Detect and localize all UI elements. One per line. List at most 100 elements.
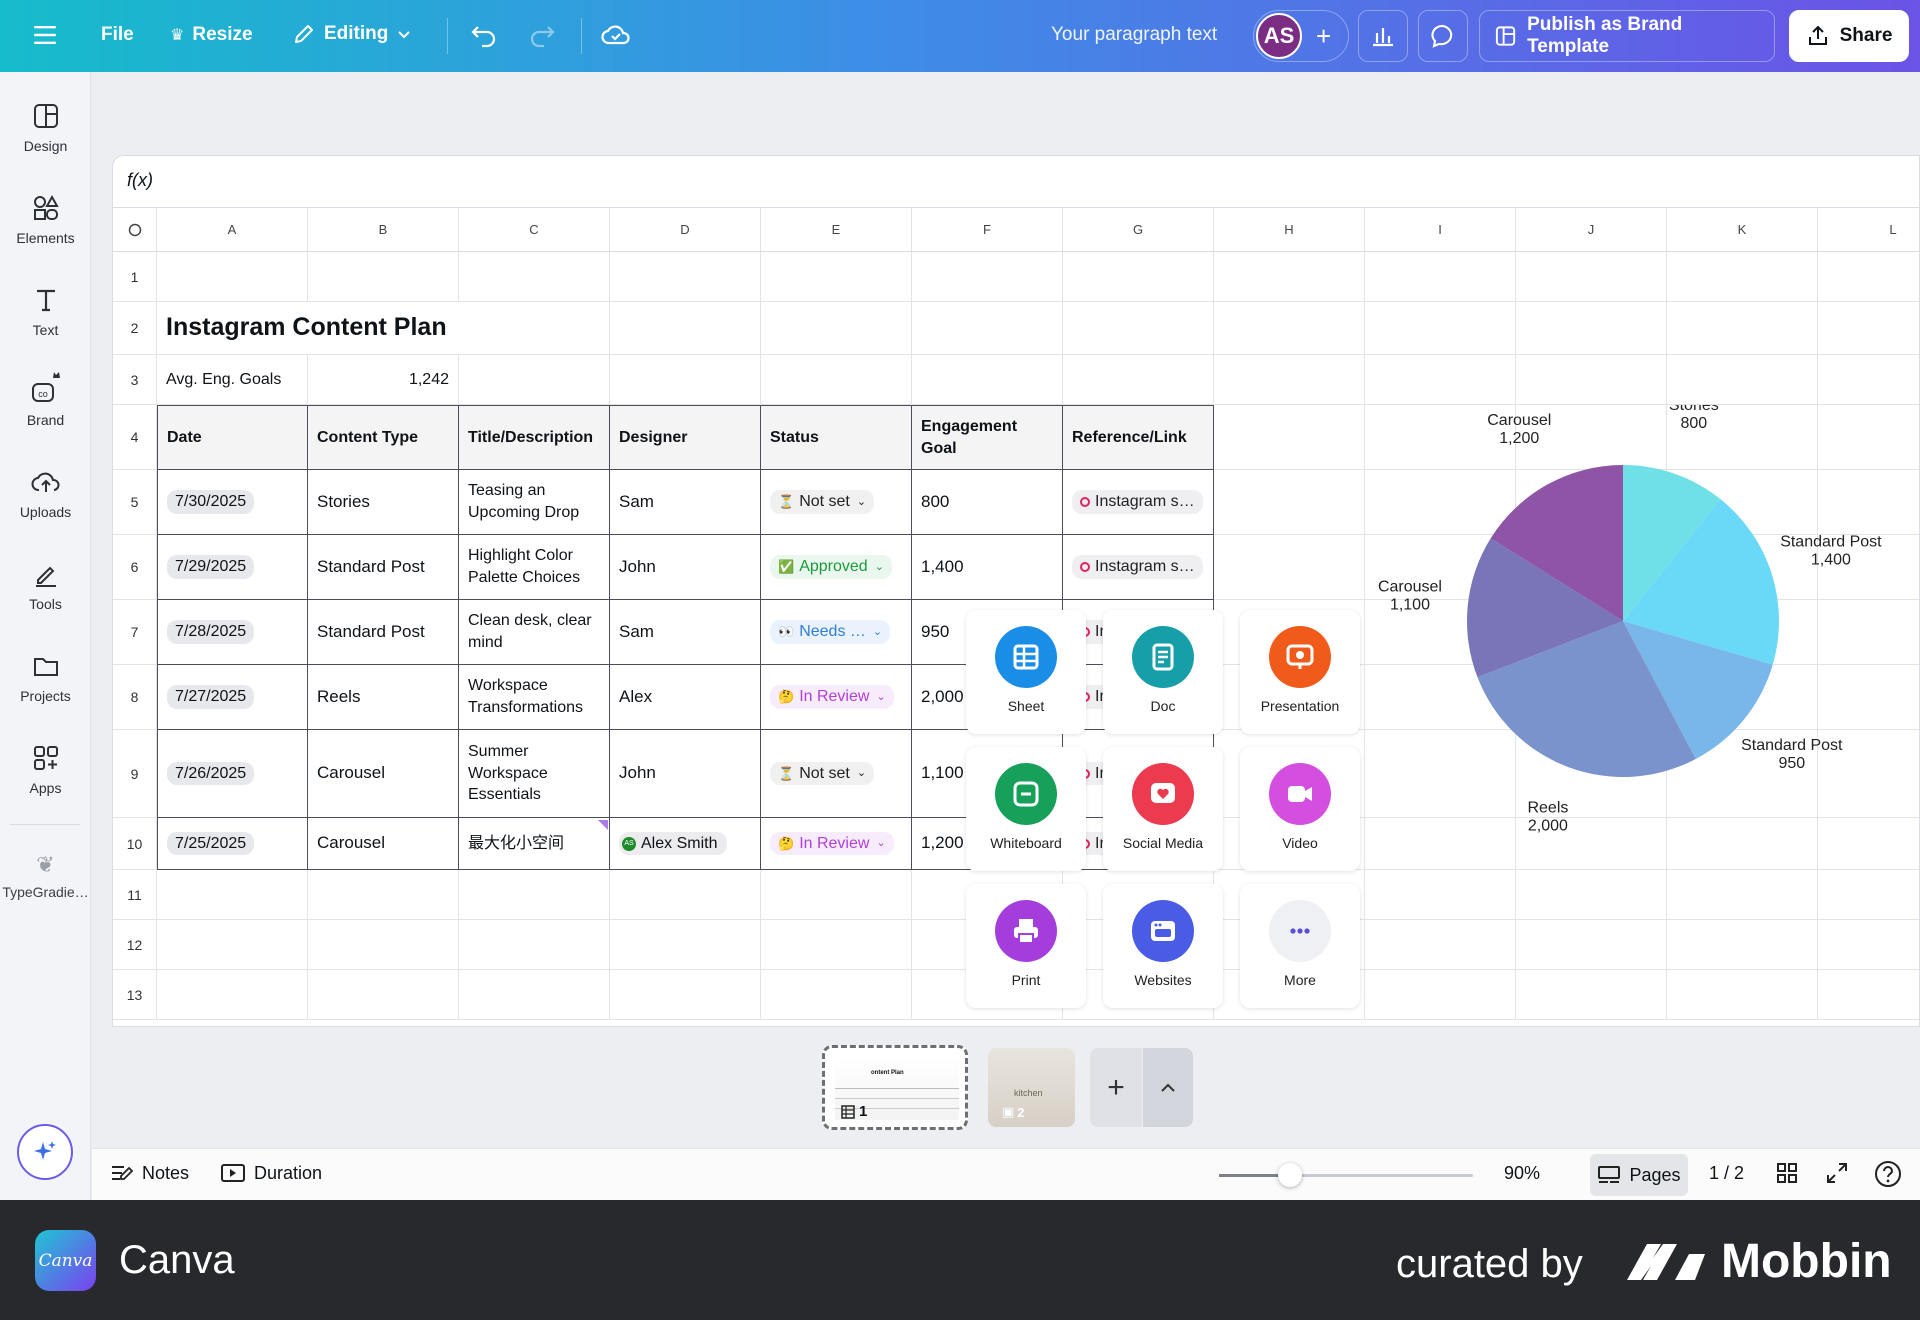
column-header[interactable]: H <box>1214 208 1365 252</box>
select-all-corner[interactable] <box>113 208 157 252</box>
grid-cell[interactable] <box>610 355 761 405</box>
table-cell-date[interactable]: 7/26/2025 <box>157 730 308 818</box>
row-header[interactable]: 8 <box>113 665 157 730</box>
grid-cell[interactable] <box>1818 355 1919 405</box>
document-title[interactable]: Your paragraph text <box>1051 24 1217 46</box>
table-header-cell[interactable]: Engagement Goal <box>912 405 1063 470</box>
duration-button[interactable]: Duration <box>220 1162 322 1184</box>
grid-cell[interactable] <box>1667 870 1818 920</box>
table-header-cell[interactable]: Designer <box>610 405 761 470</box>
table-cell-content-type[interactable]: Stories <box>308 470 459 535</box>
grid-cell[interactable] <box>1365 405 1516 470</box>
grid-cell[interactable] <box>761 252 912 302</box>
row-header[interactable]: 10 <box>113 818 157 870</box>
row-header[interactable]: 3 <box>113 355 157 405</box>
grid-cell[interactable] <box>761 920 912 970</box>
table-header-cell[interactable]: Content Type <box>308 405 459 470</box>
grid-cell[interactable] <box>1818 252 1919 302</box>
grid-cell[interactable] <box>1214 302 1365 355</box>
table-cell-engagement-goal[interactable]: 1,400 <box>912 535 1063 600</box>
zoom-slider-handle[interactable] <box>1278 1163 1303 1187</box>
grid-cell[interactable] <box>1365 870 1516 920</box>
goal-label-cell[interactable]: Avg. Eng. Goals <box>157 355 308 405</box>
grid-cell[interactable] <box>1818 920 1919 970</box>
grid-cell[interactable] <box>1818 730 1919 818</box>
sidebar-item-text[interactable]: Text <box>0 286 91 338</box>
grid-cell[interactable] <box>912 252 1063 302</box>
grid-cell[interactable] <box>1818 870 1919 920</box>
grid-cell[interactable] <box>308 252 459 302</box>
table-cell-designer[interactable]: Alex <box>610 665 761 730</box>
grid-cell[interactable] <box>1818 535 1919 600</box>
sidebar-item-design[interactable]: Design <box>0 102 91 154</box>
column-header[interactable]: K <box>1667 208 1818 252</box>
create-presentation-button[interactable]: Presentation <box>1240 610 1360 734</box>
add-page-button[interactable]: + <box>1090 1048 1142 1127</box>
sidebar-item-tools[interactable]: Tools <box>0 560 91 612</box>
sidebar-item-uploads[interactable]: Uploads <box>0 468 91 520</box>
status-dropdown[interactable]: 🤔 In Review ⌄ <box>770 831 894 856</box>
table-cell-engagement-goal[interactable]: 800 <box>912 470 1063 535</box>
grid-cell[interactable] <box>1214 970 1365 1020</box>
grid-cell[interactable] <box>610 970 761 1020</box>
editing-mode-button[interactable]: Editing <box>292 22 412 46</box>
grid-cell[interactable] <box>1365 920 1516 970</box>
comment-marker-icon[interactable] <box>598 820 608 830</box>
link-chip[interactable]: Instagram s… <box>1072 490 1203 514</box>
table-cell-status[interactable]: ⏳ Not set ⌄ <box>761 730 912 818</box>
grid-cell[interactable] <box>1818 600 1919 665</box>
grid-cell[interactable] <box>1063 355 1214 405</box>
status-dropdown[interactable]: 🤔 In Review ⌄ <box>770 685 894 709</box>
grid-cell[interactable] <box>1818 970 1919 1020</box>
table-cell-designer[interactable]: Sam <box>610 470 761 535</box>
grid-cell[interactable] <box>1516 970 1667 1020</box>
table-cell-title[interactable]: Clean desk, clear mind <box>459 600 610 665</box>
avatar[interactable]: AS <box>1256 13 1302 59</box>
table-cell-date[interactable]: 7/27/2025 <box>157 665 308 730</box>
table-header-cell[interactable]: Status <box>761 405 912 470</box>
grid-cell[interactable] <box>1365 252 1516 302</box>
fullscreen-button[interactable] <box>1825 1161 1849 1190</box>
column-header[interactable]: A <box>157 208 308 252</box>
status-dropdown[interactable]: ✅ Approved ⌄ <box>770 555 892 579</box>
table-cell-status[interactable]: 👀 Needs … ⌄ <box>761 600 912 665</box>
grid-cell[interactable] <box>1667 730 1818 818</box>
grid-cell[interactable] <box>1667 818 1818 870</box>
page-thumbnail-2[interactable]: kitchen ▣ 2 <box>988 1048 1075 1127</box>
file-menu[interactable]: File <box>101 24 134 46</box>
create-doc-button[interactable]: Doc <box>1103 610 1223 734</box>
table-cell-designer[interactable]: AS Alex Smith <box>610 818 761 870</box>
grid-cell[interactable] <box>1214 252 1365 302</box>
table-header-cell[interactable]: Reference/Link <box>1063 405 1214 470</box>
grid-cell[interactable] <box>308 920 459 970</box>
grid-cell[interactable] <box>1667 302 1818 355</box>
goal-value-cell[interactable]: 1,242 <box>308 355 459 405</box>
zoom-slider[interactable] <box>1219 1163 1473 1187</box>
create-video-button[interactable]: Video <box>1240 747 1360 871</box>
grid-cell[interactable] <box>1667 920 1818 970</box>
grid-cell[interactable] <box>1214 405 1365 470</box>
table-cell-content-type[interactable]: Reels <box>308 665 459 730</box>
grid-cell[interactable] <box>1516 920 1667 970</box>
grid-cell[interactable] <box>157 870 308 920</box>
column-header[interactable]: L <box>1818 208 1919 252</box>
grid-cell[interactable] <box>610 252 761 302</box>
help-button[interactable] <box>1874 1160 1902 1193</box>
formula-bar[interactable]: f(x) <box>113 156 1919 208</box>
sidebar-item-apps[interactable]: Apps <box>0 744 91 796</box>
row-header[interactable]: 1 <box>113 252 157 302</box>
publish-brand-template-button[interactable]: Publish as Brand Template <box>1479 10 1775 62</box>
grid-cell[interactable] <box>610 302 761 355</box>
row-header[interactable]: 9 <box>113 730 157 818</box>
resize-button[interactable]: ♛ Resize <box>170 24 253 46</box>
create-websites-button[interactable]: Websites <box>1103 884 1223 1008</box>
sidebar-item-elements[interactable]: Elements <box>0 194 91 246</box>
column-header[interactable]: J <box>1516 208 1667 252</box>
table-cell-designer[interactable]: John <box>610 535 761 600</box>
pie-slice-stories[interactable] <box>1623 465 1721 621</box>
cloud-save-button[interactable] <box>601 22 631 48</box>
expand-pages-button[interactable] <box>1143 1048 1193 1127</box>
grid-cell[interactable] <box>1667 355 1818 405</box>
grid-cell[interactable] <box>157 970 308 1020</box>
